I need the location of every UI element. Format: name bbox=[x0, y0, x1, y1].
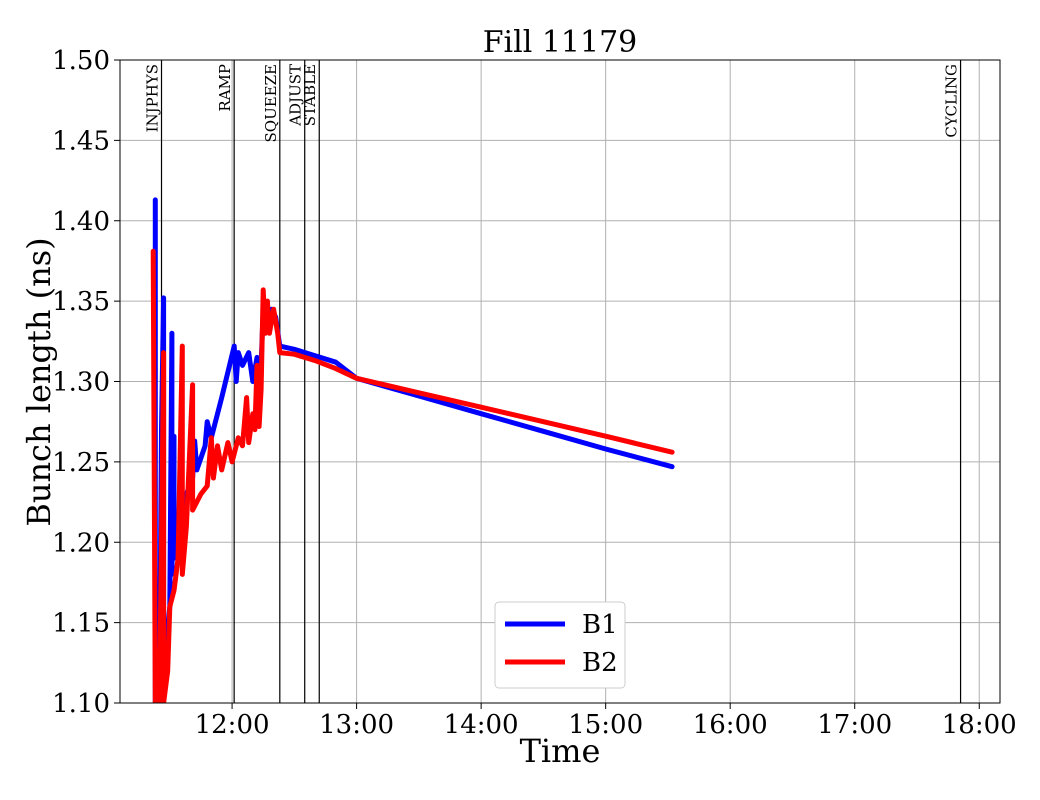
series-line-b2 bbox=[150, 248, 675, 703]
x-tick-label: 18:00 bbox=[942, 710, 1017, 740]
x-tick-label: 16:00 bbox=[693, 710, 768, 740]
series-lines bbox=[150, 197, 675, 703]
y-tick-label: 1.40 bbox=[52, 207, 110, 237]
x-tick-label: 17:00 bbox=[817, 710, 892, 740]
y-axis-ticks: 1.10 1.15 1.20 1.25 1.30 1.35 1.40 1.45 1.50 bbox=[52, 46, 120, 719]
phase-label-cycling: CYCLING bbox=[943, 64, 961, 138]
phase-label-injphys: INJPHYS bbox=[144, 64, 162, 132]
legend-label-b2: B2 bbox=[582, 648, 618, 678]
y-tick-label: 1.50 bbox=[52, 46, 110, 76]
x-axis-label: Time bbox=[520, 732, 601, 770]
x-tick-label: 15:00 bbox=[568, 710, 643, 740]
legend-label-b1: B1 bbox=[582, 610, 618, 640]
y-axis-label: Bunch length (ns) bbox=[20, 237, 58, 526]
phase-label-ramp: RAMP bbox=[216, 64, 234, 112]
chart-title: Fill 11179 bbox=[483, 25, 638, 60]
x-tick-label: 14:00 bbox=[444, 710, 519, 740]
grid bbox=[120, 59, 1000, 704]
phase-label-adjust: ADJUST bbox=[287, 64, 305, 127]
y-tick-label: 1.25 bbox=[52, 448, 110, 478]
y-tick-label: 1.20 bbox=[52, 528, 110, 558]
series-line-b1 bbox=[152, 197, 675, 703]
x-tick-label: 12:00 bbox=[195, 710, 270, 740]
y-tick-label: 1.35 bbox=[52, 287, 110, 317]
y-tick-label: 1.45 bbox=[52, 126, 110, 156]
y-tick-label: 1.30 bbox=[52, 368, 110, 398]
phase-label-squeeze: SQUEEZE bbox=[262, 64, 280, 143]
x-axis-ticks: 12:00 13:00 14:00 15:00 16:00 17:00 18:00 bbox=[195, 703, 1017, 740]
x-tick-label: 13:00 bbox=[319, 710, 394, 740]
y-tick-label: 1.15 bbox=[52, 609, 110, 639]
y-tick-label: 1.10 bbox=[52, 689, 110, 719]
phase-label-stable: STABLE bbox=[301, 64, 319, 126]
